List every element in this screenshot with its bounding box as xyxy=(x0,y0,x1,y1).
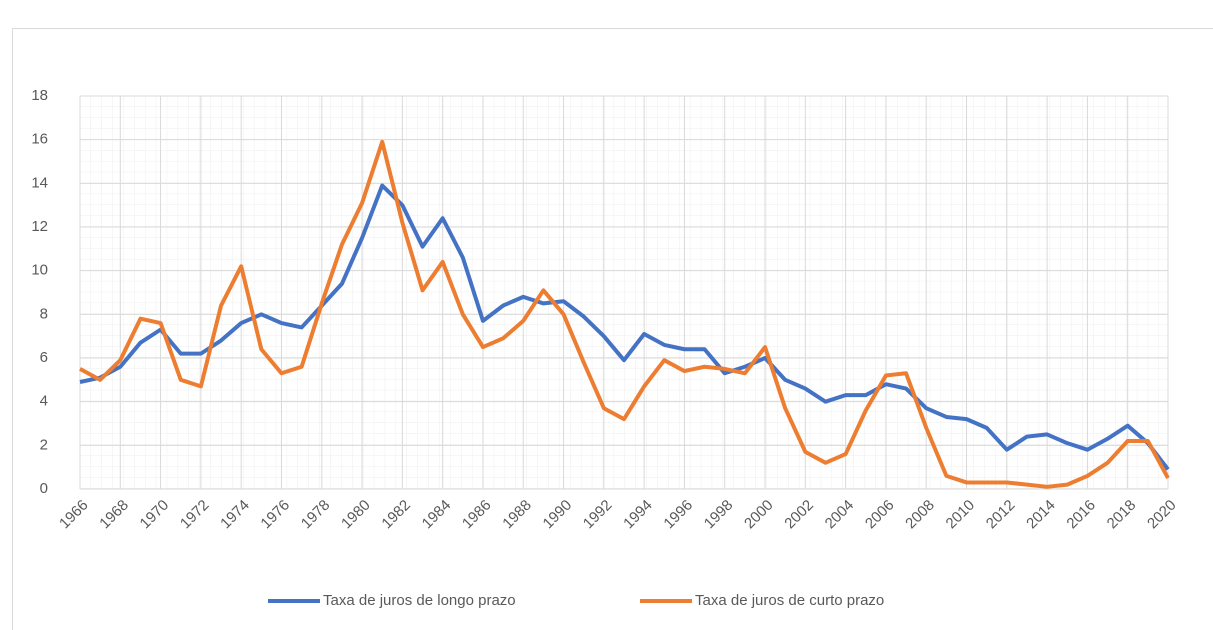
x-tick-label: 2010 xyxy=(943,497,979,533)
x-tick-label: 1986 xyxy=(459,497,495,533)
x-tick-label: 1990 xyxy=(540,497,576,533)
y-tick-label: 10 xyxy=(31,262,48,279)
x-tick-label: 2018 xyxy=(1104,497,1140,533)
minor-grid xyxy=(80,96,1168,489)
x-tick-label: 1998 xyxy=(701,497,737,533)
chart-border xyxy=(12,28,1213,630)
x-tick-label: 2004 xyxy=(822,497,858,533)
x-tick-label: 1980 xyxy=(338,497,374,533)
x-tick-label: 1976 xyxy=(257,497,293,533)
x-tick-label: 1968 xyxy=(96,497,132,533)
series-line xyxy=(79,183,1170,471)
y-tick-label: 8 xyxy=(40,305,48,322)
y-tick-label: 12 xyxy=(31,218,48,235)
x-tick-label: 1974 xyxy=(217,497,253,533)
x-tick-label: 1988 xyxy=(499,497,535,533)
y-tick-label: 16 xyxy=(31,131,48,148)
x-tick-label: 1970 xyxy=(137,497,173,533)
y-tick-label: 6 xyxy=(40,349,48,366)
x-tick-label: 2008 xyxy=(902,497,938,533)
x-tick-label: 1996 xyxy=(660,497,696,533)
legend-label: Taxa de juros de longo prazo xyxy=(323,592,516,609)
series-line xyxy=(79,139,1170,489)
x-tick-label: 2020 xyxy=(1144,497,1180,533)
x-tick-label: 1992 xyxy=(580,497,616,533)
x-tick-label: 1994 xyxy=(620,497,656,533)
x-tick-label: 1972 xyxy=(177,497,213,533)
x-tick-label: 2006 xyxy=(862,497,898,533)
y-tick-label: 0 xyxy=(40,480,48,497)
x-tick-label: 1982 xyxy=(378,497,414,533)
x-tick-label: 2000 xyxy=(741,497,777,533)
x-tick-label: 2002 xyxy=(781,497,817,533)
x-tick-label: 2012 xyxy=(983,497,1019,533)
x-tick-label: 1978 xyxy=(298,497,334,533)
legend-label: Taxa de juros de curto prazo xyxy=(695,592,884,609)
y-tick-label: 14 xyxy=(31,174,48,191)
x-tick-label: 1984 xyxy=(419,497,455,533)
x-tick-label: 2014 xyxy=(1023,497,1059,533)
y-tick-label: 4 xyxy=(40,393,48,410)
y-tick-label: 18 xyxy=(31,87,48,104)
x-tick-label: 2016 xyxy=(1063,497,1099,533)
x-tick-label: 1966 xyxy=(56,497,92,533)
y-tick-label: 2 xyxy=(40,436,48,453)
